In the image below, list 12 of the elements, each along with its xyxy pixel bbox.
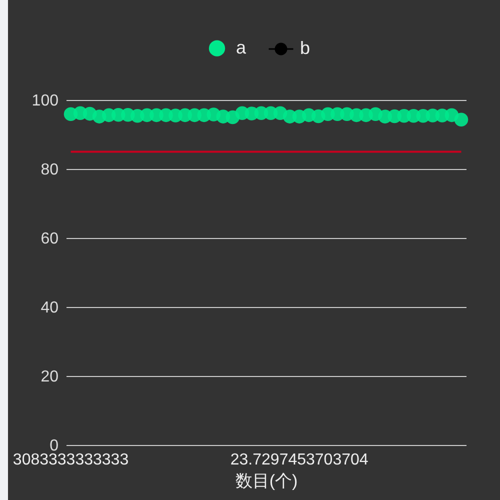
x-axis-title: 数目(个) xyxy=(235,472,298,490)
y-tick-label: 60 xyxy=(40,230,59,248)
x-tick-label: 3083333333333 xyxy=(12,452,129,468)
point xyxy=(454,112,468,127)
y-tick-label: 0 xyxy=(50,438,59,454)
legend-label: a xyxy=(236,37,247,58)
x-tick-label: 23.7297453703704 xyxy=(230,452,368,468)
y-tick-label: 20 xyxy=(40,368,59,386)
y-tick-label: 100 xyxy=(32,92,59,110)
legend-label: b xyxy=(300,38,310,58)
y-tick-label: 40 xyxy=(40,300,59,316)
y-tick-label: 80 xyxy=(40,162,59,178)
